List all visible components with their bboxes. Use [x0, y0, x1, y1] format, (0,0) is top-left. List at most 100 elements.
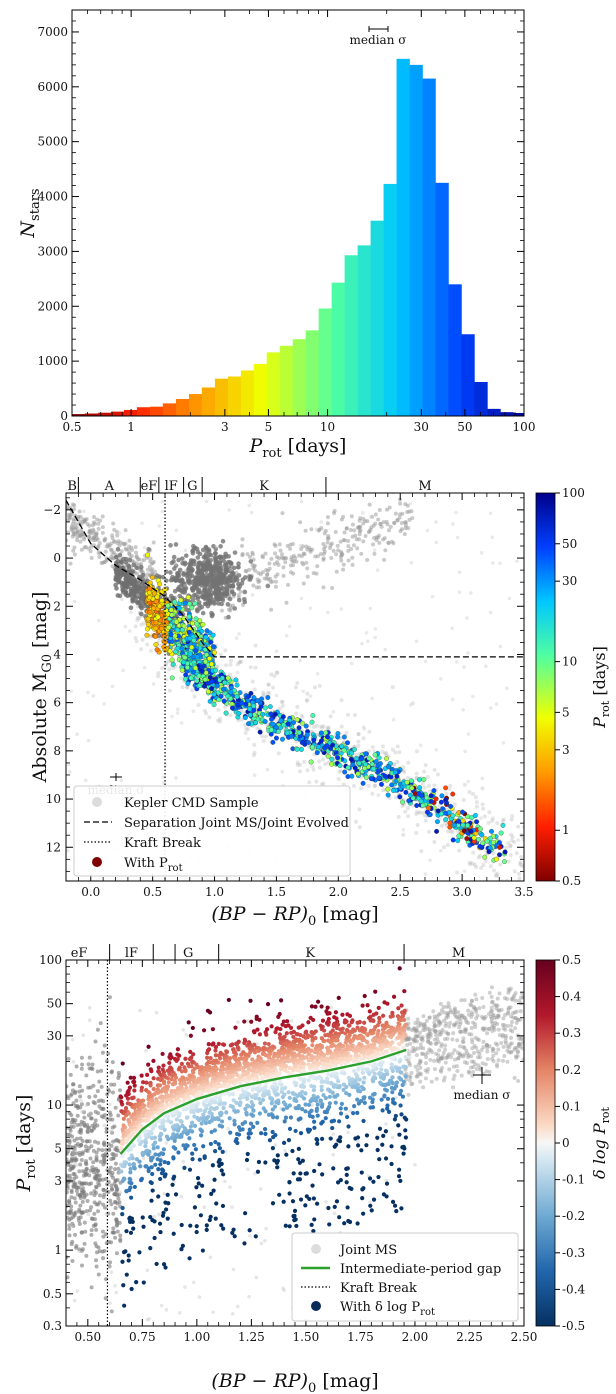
background-star — [252, 750, 257, 755]
background-star — [116, 1070, 121, 1075]
background-star — [349, 661, 354, 666]
background-star — [415, 823, 420, 828]
histogram-x-axis-label: Prot [days] — [249, 435, 347, 461]
prot-star — [255, 698, 261, 703]
background-star — [116, 1196, 121, 1201]
prot-star — [166, 625, 172, 630]
background-star — [466, 1053, 471, 1058]
background-star — [256, 571, 261, 576]
prot-star — [472, 813, 478, 818]
background-star — [509, 997, 514, 1002]
prot-star — [247, 712, 253, 718]
background-star — [103, 1277, 108, 1282]
background-star — [317, 765, 322, 770]
background-star — [279, 699, 284, 704]
background-star — [467, 790, 472, 795]
background-star — [127, 629, 132, 633]
background-star — [458, 1029, 463, 1034]
prot-star — [373, 759, 379, 765]
background-star — [498, 561, 502, 566]
background-star — [219, 608, 224, 613]
background-star — [68, 1072, 73, 1077]
background-star — [452, 1012, 457, 1017]
prot-star — [194, 654, 200, 660]
background-star — [501, 817, 506, 822]
background-star — [180, 578, 185, 583]
background-star — [91, 1083, 96, 1088]
prot-star — [161, 634, 167, 640]
prot-star — [145, 622, 151, 627]
background-star — [86, 738, 91, 743]
background-star — [441, 1005, 446, 1010]
prot-star — [181, 616, 187, 621]
background-star — [515, 1050, 520, 1055]
background-star — [319, 520, 324, 524]
background-star — [406, 1037, 411, 1042]
background-star — [354, 752, 359, 757]
background-star — [74, 1245, 79, 1250]
background-star — [507, 596, 512, 601]
prot-star — [337, 763, 343, 769]
background-star — [177, 584, 182, 590]
background-star — [458, 1029, 463, 1034]
histogram-x-tick-label: 3 — [221, 420, 229, 434]
background-star — [310, 547, 315, 552]
background-star — [195, 555, 201, 560]
background-star — [123, 559, 129, 565]
background-star — [488, 864, 493, 869]
background-star — [299, 547, 304, 552]
background-star — [273, 584, 278, 589]
prot-star — [477, 844, 483, 849]
prot-star — [280, 714, 286, 720]
background-star — [142, 545, 147, 550]
cmd-colorbar-tick-label: 1 — [562, 823, 570, 837]
background-star — [170, 714, 174, 719]
background-star — [490, 1009, 495, 1014]
background-star — [72, 1176, 77, 1181]
background-star — [173, 542, 179, 547]
background-star — [185, 571, 191, 577]
prot-star — [456, 818, 462, 824]
background-star — [141, 583, 147, 589]
background-star — [84, 1162, 89, 1167]
background-star — [123, 572, 129, 578]
background-star — [426, 1033, 431, 1038]
background-star — [275, 670, 280, 675]
background-star — [443, 1043, 448, 1048]
background-star — [79, 1102, 84, 1107]
background-star — [68, 561, 73, 566]
cmd-x-tick-label: 1.5 — [267, 885, 286, 899]
background-star — [342, 530, 347, 535]
background-star — [266, 682, 271, 687]
background-star — [462, 1052, 467, 1057]
background-star — [371, 542, 376, 547]
background-star — [466, 1055, 471, 1060]
background-star — [243, 575, 248, 580]
background-star — [110, 1186, 115, 1191]
background-star — [462, 1015, 467, 1020]
histogram-y-tick-label: 2000 — [37, 299, 68, 313]
background-star — [128, 577, 133, 582]
histogram-y-tick-label: 0 — [60, 409, 68, 423]
background-star — [480, 786, 485, 791]
background-star — [122, 542, 127, 547]
background-star — [406, 1037, 411, 1042]
prot-star — [262, 719, 268, 724]
background-star — [82, 509, 86, 514]
prot-star — [182, 655, 188, 661]
background-star — [346, 538, 351, 543]
prot-star — [169, 612, 175, 618]
background-star — [406, 814, 411, 819]
prot-star — [253, 720, 259, 726]
background-star — [517, 871, 522, 876]
background-star — [469, 1054, 474, 1059]
background-star — [202, 565, 208, 571]
histogram-bar — [396, 58, 410, 416]
background-star — [82, 1220, 87, 1225]
background-star — [289, 557, 294, 562]
background-star — [214, 594, 219, 600]
background-star — [82, 1124, 87, 1129]
prot-star — [349, 750, 355, 756]
prot-star — [169, 675, 175, 681]
background-star — [481, 1045, 486, 1050]
